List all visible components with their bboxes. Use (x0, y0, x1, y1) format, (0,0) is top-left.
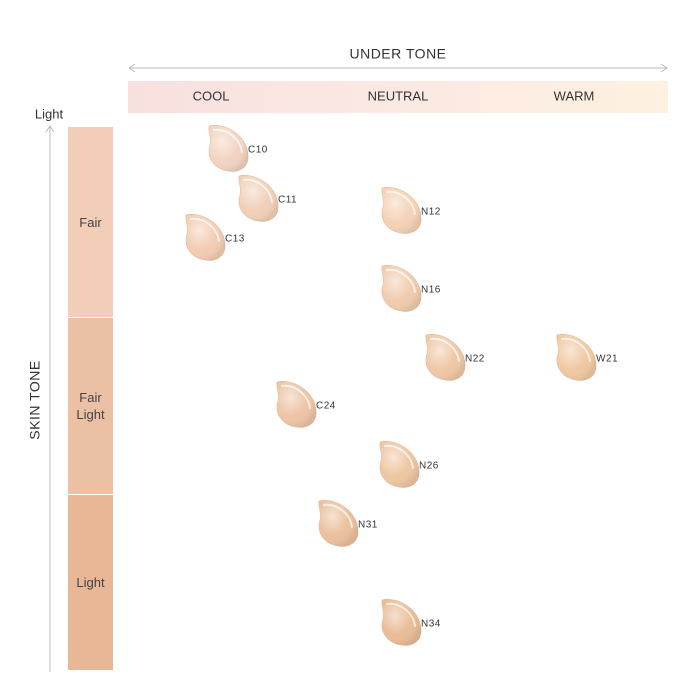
swatch-shine (276, 381, 317, 428)
swatch-label: N34 (421, 619, 441, 630)
undertone-label: NEUTRAL (368, 88, 429, 103)
swatch (556, 333, 597, 381)
skin-tone-bar (68, 127, 113, 317)
undertone-arrow (128, 63, 668, 73)
swatch (238, 174, 279, 222)
swatch-highlight (323, 503, 353, 528)
axis-top-label: Light (35, 106, 64, 121)
swatch-shine (381, 599, 422, 646)
swatch-highlight (190, 217, 220, 242)
swatch-highlight (386, 602, 416, 627)
swatch (381, 264, 422, 312)
swatch-highlight (213, 128, 243, 153)
swatch (276, 380, 317, 428)
swatch-shine (556, 334, 597, 381)
skin-tone-bar (68, 495, 113, 670)
swatch-label: N26 (419, 461, 439, 472)
swatch (379, 440, 420, 488)
swatch-label: N12 (421, 207, 441, 218)
swatch (425, 333, 466, 381)
swatch-shine (185, 214, 226, 261)
swatch-highlight (430, 337, 460, 362)
swatch-shine (318, 500, 359, 547)
swatch-highlight (386, 190, 416, 215)
swatch (208, 124, 249, 172)
swatch-shine (425, 334, 466, 381)
swatch-label: C10 (248, 145, 268, 156)
swatch (185, 213, 226, 261)
swatch-shine (381, 265, 422, 312)
swatch (381, 186, 422, 234)
swatch-shine (381, 187, 422, 234)
swatch-label: N31 (358, 520, 378, 531)
swatch-highlight (243, 178, 273, 203)
swatch-shine (238, 175, 279, 222)
swatch-shine (208, 125, 249, 172)
swatch-label: N16 (421, 285, 441, 296)
swatch-highlight (281, 384, 311, 409)
swatch-label: C13 (225, 234, 245, 245)
swatch-highlight (386, 268, 416, 293)
swatch-highlight (561, 337, 591, 362)
undertone-title: UNDER TONE (349, 46, 446, 62)
swatch-highlight (384, 444, 414, 469)
swatch-label: W21 (596, 354, 618, 365)
skintone-title: SKIN TONE (27, 360, 43, 439)
swatch-shine (379, 441, 420, 488)
skin-tone-label: Fair Light (76, 390, 105, 422)
undertone-label: COOL (193, 88, 230, 103)
swatch-label: N22 (465, 354, 485, 365)
swatch (318, 499, 359, 547)
skintone-arrow (45, 125, 55, 672)
swatch (381, 598, 422, 646)
undertone-label: WARM (554, 88, 595, 103)
skin-tone-bar (68, 318, 113, 494)
skin-tone-label: Fair (79, 214, 102, 230)
undertone-band (128, 81, 668, 113)
swatch-label: C24 (316, 401, 336, 412)
swatch-label: C11 (278, 195, 297, 206)
skin-tone-label: Light (76, 575, 105, 590)
